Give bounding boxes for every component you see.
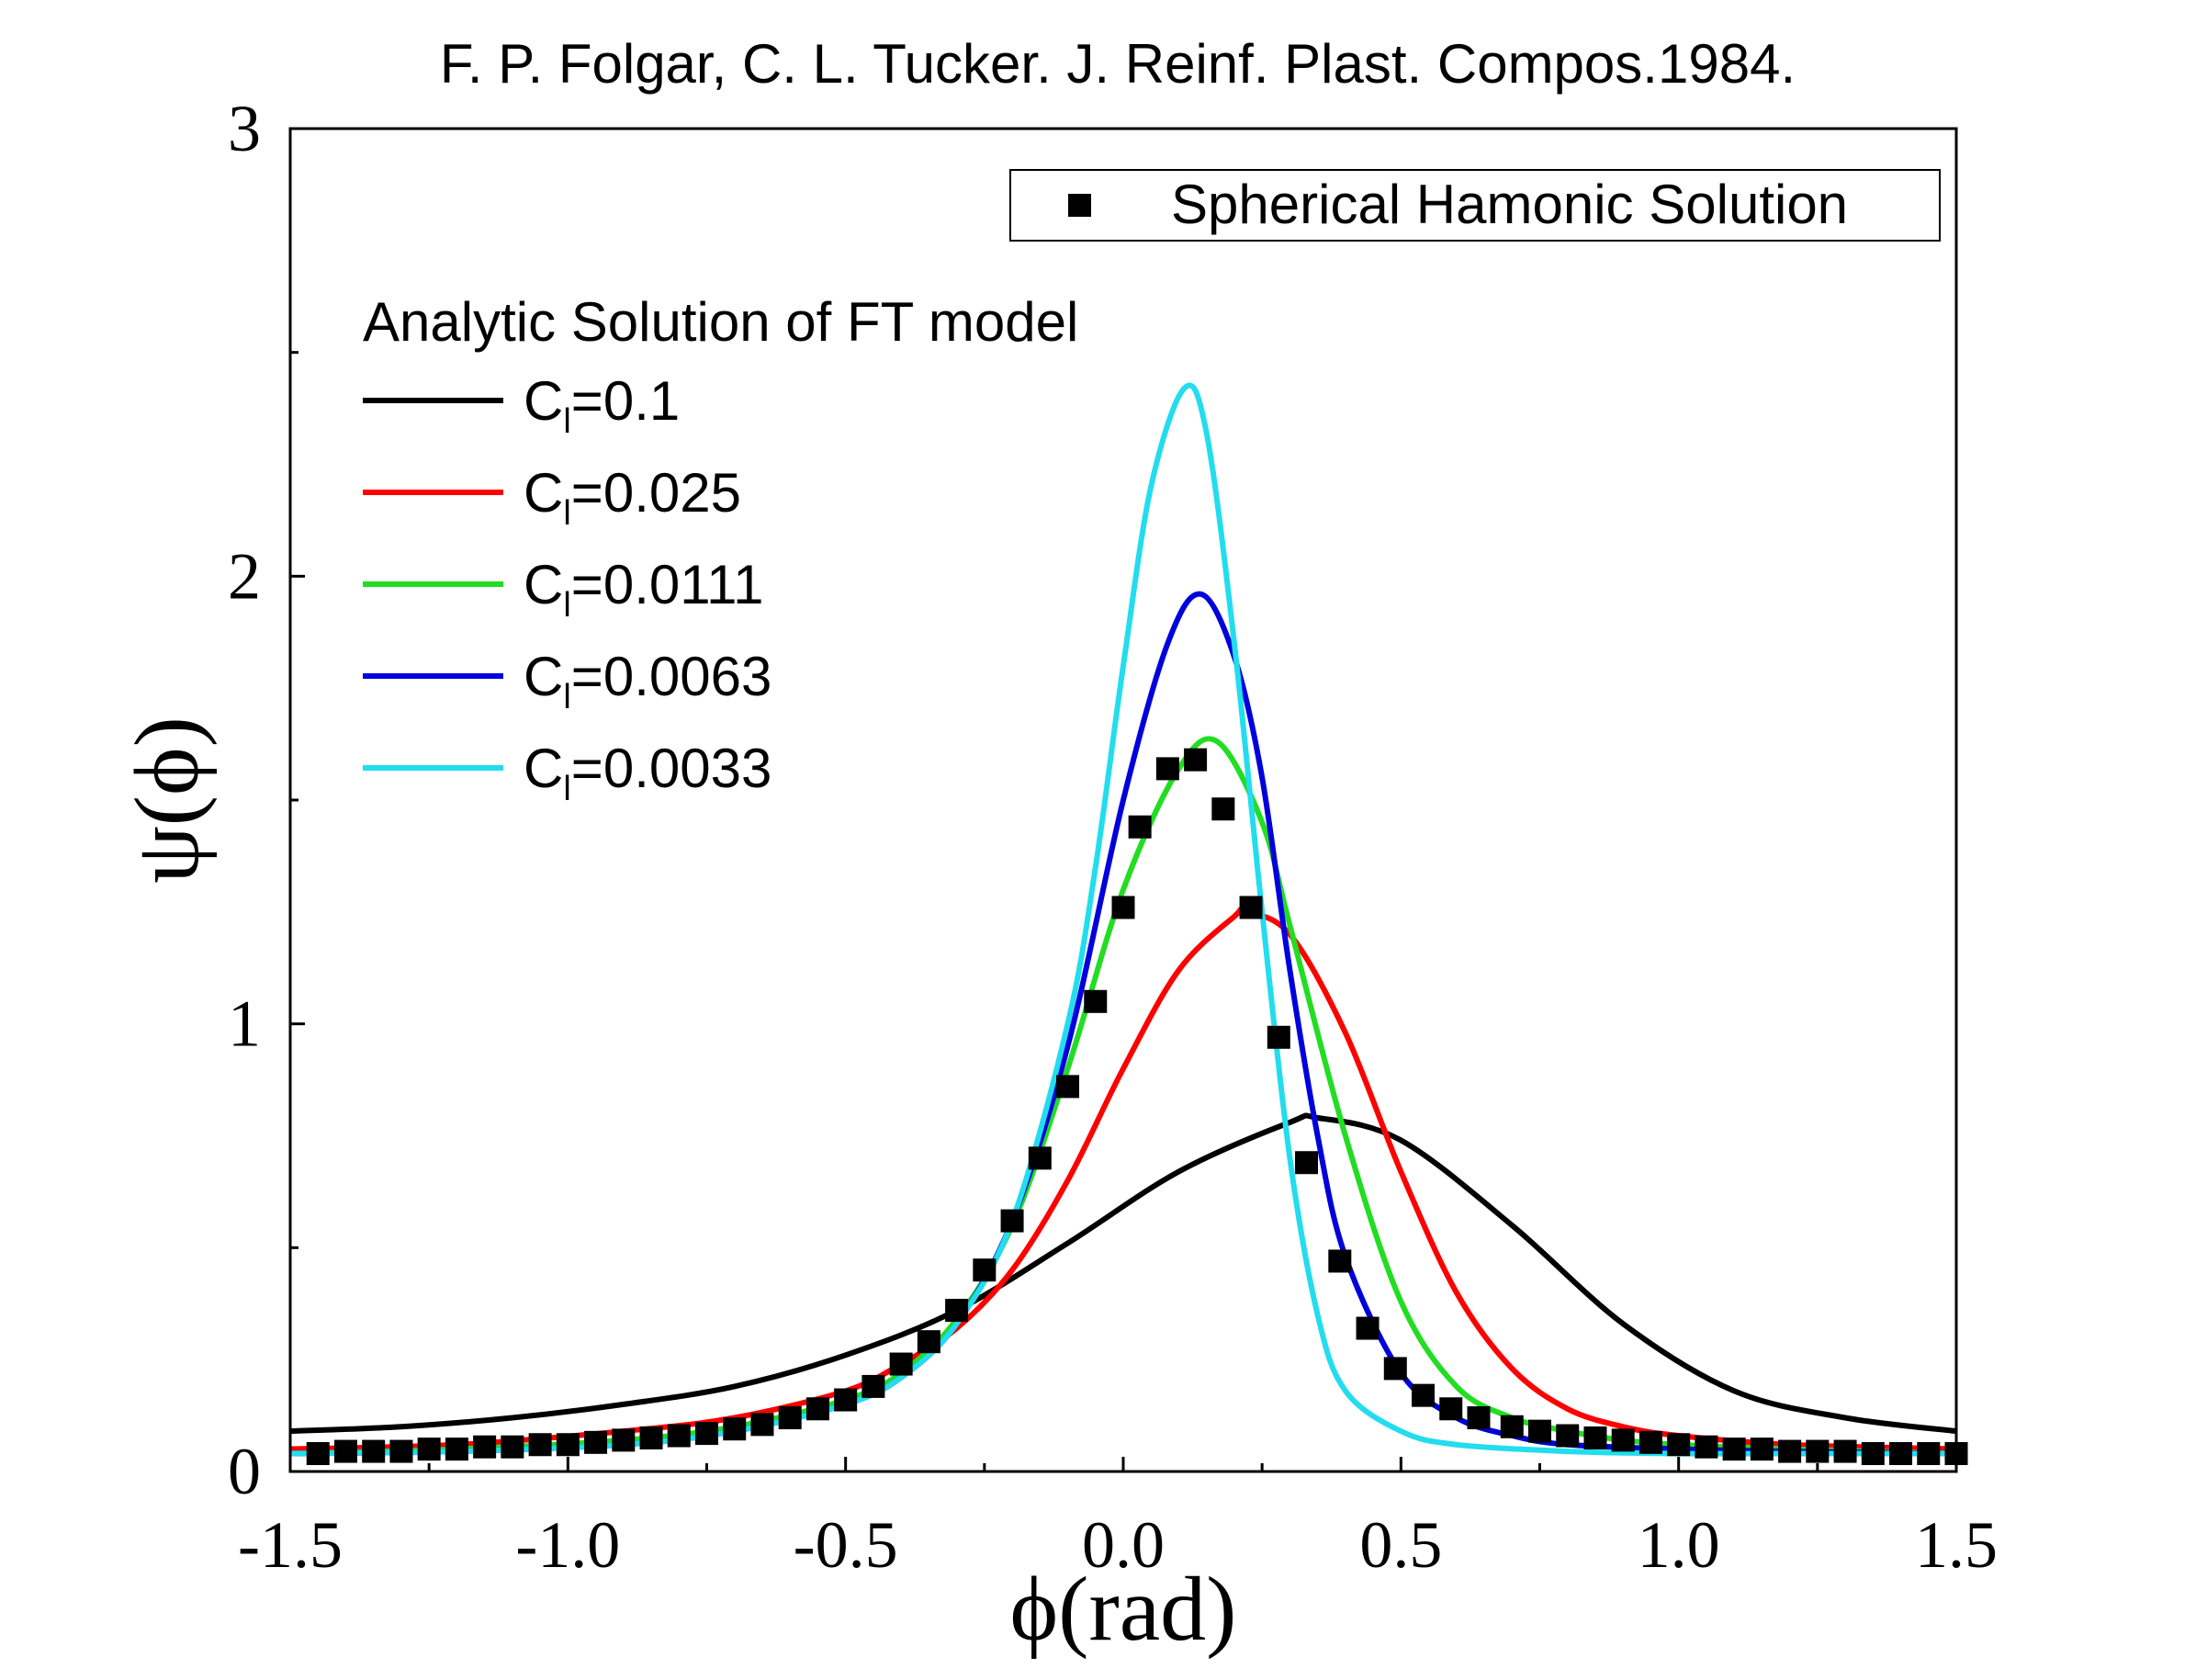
data-point	[1861, 1442, 1885, 1466]
marker-legend-label: Spherical Hamonic Solution	[1171, 174, 1848, 235]
data-point	[306, 1442, 330, 1466]
data-point	[389, 1439, 413, 1463]
data-point	[1467, 1406, 1491, 1430]
data-point	[1328, 1249, 1352, 1273]
data-point	[362, 1439, 386, 1463]
data-point	[667, 1424, 691, 1448]
data-point	[445, 1438, 468, 1461]
data-point	[1383, 1357, 1407, 1381]
series-line-1	[289, 907, 1957, 1452]
data-point	[1111, 896, 1135, 919]
data-point	[1528, 1419, 1551, 1443]
data-point	[1128, 815, 1152, 839]
y-tick-label: 0	[228, 1435, 261, 1508]
data-point	[1611, 1428, 1635, 1452]
data-point	[1833, 1439, 1857, 1463]
marker-layer	[306, 748, 1968, 1466]
series-line-0	[289, 1112, 1957, 1435]
data-point	[1889, 1442, 1913, 1466]
x-tick-label: 0.0	[1082, 1508, 1165, 1582]
data-point	[750, 1413, 774, 1437]
data-point	[333, 1439, 357, 1463]
data-point	[501, 1435, 524, 1459]
legend-label-1: Cl=0.025	[524, 462, 741, 533]
series-line-2	[289, 736, 1957, 1457]
x-tick-label: -0.5	[794, 1508, 898, 1582]
x-tick-label: 1.5	[1915, 1508, 1998, 1582]
series-layer	[289, 382, 1957, 1457]
data-point	[1917, 1442, 1941, 1466]
data-point	[889, 1352, 913, 1376]
data-point	[834, 1388, 858, 1412]
legend-label-3: Cl=0.0063	[524, 646, 771, 716]
data-point	[1750, 1438, 1774, 1461]
marker-legend-swatch	[1068, 194, 1091, 217]
data-point	[1356, 1316, 1380, 1340]
data-point	[1211, 797, 1235, 821]
data-point	[1084, 989, 1108, 1013]
legend-label-2: Cl=0.0111	[524, 554, 763, 625]
legend-label-0: Cl=0.1	[524, 370, 680, 441]
data-point	[1267, 1025, 1290, 1049]
data-point	[805, 1397, 829, 1421]
data-point	[723, 1417, 747, 1441]
data-point	[1056, 1075, 1080, 1099]
x-axis-label: ϕ(rad)	[1010, 1558, 1237, 1660]
data-point	[1778, 1439, 1802, 1463]
y-tick-label: 2	[228, 539, 261, 613]
data-point	[973, 1258, 997, 1282]
series-line-4	[289, 382, 1956, 1457]
data-point	[1639, 1430, 1662, 1454]
data-point	[1028, 1146, 1052, 1170]
data-point	[695, 1422, 718, 1446]
data-point	[1239, 896, 1263, 919]
data-point	[778, 1406, 802, 1430]
data-point	[1556, 1424, 1580, 1448]
data-point	[1722, 1438, 1746, 1461]
legend-label-4: Cl=0.0033	[524, 738, 771, 808]
data-point	[1500, 1415, 1524, 1438]
data-point	[612, 1428, 636, 1452]
data-point	[1184, 748, 1208, 772]
data-point	[473, 1435, 497, 1459]
y-tick-label: 1	[228, 987, 261, 1061]
data-point	[1155, 757, 1179, 781]
data-point	[1295, 1151, 1319, 1175]
x-tick-label: -1.5	[238, 1508, 343, 1582]
data-point	[417, 1438, 441, 1461]
axis-ticks: -1.5 -1.0 -0.5 0.0 0.5 1.0 1.5 0 1 2 3	[228, 92, 1998, 1582]
data-point	[639, 1426, 663, 1449]
x-tick-label: 0.5	[1359, 1508, 1442, 1582]
line-legend-title: Analytic Solution of FT model	[363, 291, 1078, 353]
data-point	[862, 1374, 885, 1398]
data-point	[1583, 1426, 1607, 1449]
marker-legend-box	[1009, 169, 1941, 242]
marker-legend: Spherical Hamonic Solution	[1009, 169, 1941, 242]
data-point	[1439, 1397, 1463, 1421]
data-point	[1667, 1433, 1691, 1457]
y-axis-label: ψ(ϕ)	[116, 716, 218, 884]
line-legend: Analytic Solution of FT model Cl=0.1 Cl=0…	[363, 291, 1078, 808]
data-point	[528, 1433, 552, 1457]
chart-title: F. P. Folgar, C. L. Tucker. J. Reinf. Pl…	[440, 33, 1796, 95]
x-tick-label: 1.0	[1638, 1508, 1720, 1582]
data-point	[584, 1430, 608, 1454]
data-point	[556, 1433, 580, 1457]
data-point	[1000, 1209, 1024, 1233]
data-point	[1695, 1435, 1718, 1459]
y-tick-label: 3	[228, 92, 261, 165]
data-point	[917, 1330, 940, 1354]
data-point	[1412, 1383, 1436, 1407]
data-point	[1806, 1439, 1830, 1463]
series-line-3	[289, 591, 1957, 1457]
x-tick-label: -1.0	[515, 1508, 620, 1582]
data-point	[945, 1299, 969, 1323]
